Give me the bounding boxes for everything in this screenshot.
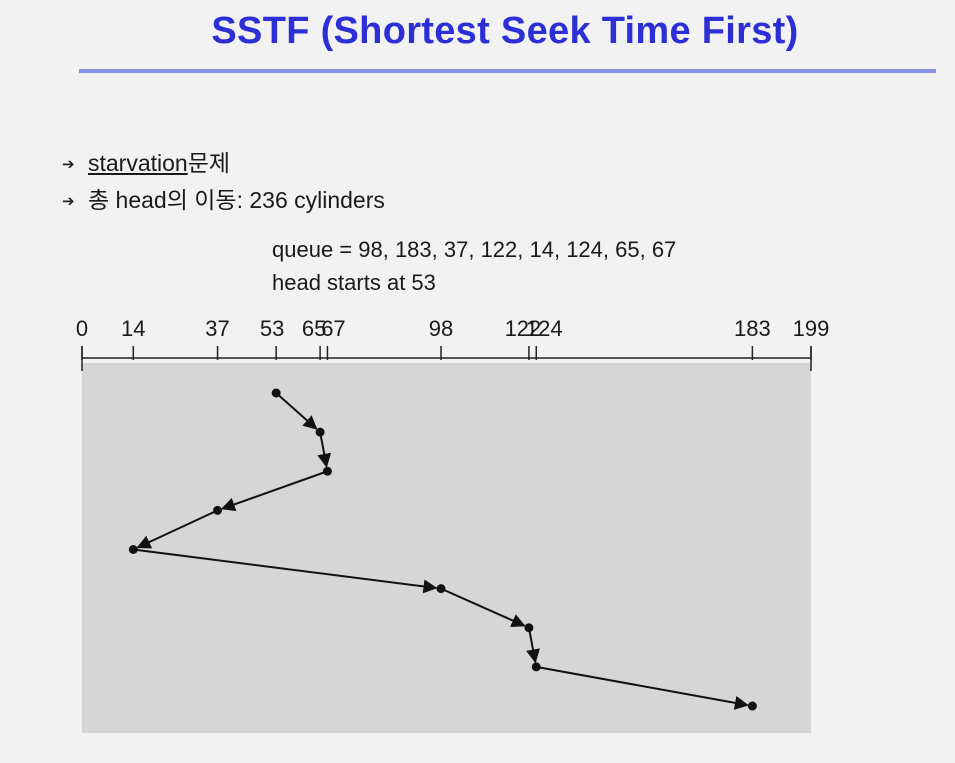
tick-label: 0 xyxy=(76,316,88,341)
seek-point xyxy=(524,623,533,632)
tick-label: 199 xyxy=(793,316,830,341)
tick-label: 98 xyxy=(429,316,453,341)
tick-label: 37 xyxy=(205,316,229,341)
seek-point xyxy=(272,389,281,398)
seek-point xyxy=(437,584,446,593)
tick-label: 53 xyxy=(260,316,284,341)
tick-label: 14 xyxy=(121,316,145,341)
seek-point xyxy=(213,506,222,515)
seek-point xyxy=(316,428,325,437)
tick-label: 124 xyxy=(526,316,563,341)
chart-panel xyxy=(82,363,811,733)
seek-point xyxy=(532,662,541,671)
seek-point xyxy=(323,467,332,476)
tick-label: 183 xyxy=(734,316,771,341)
seek-point xyxy=(129,545,138,554)
seek-point xyxy=(748,702,757,711)
tick-label: 67 xyxy=(321,316,345,341)
